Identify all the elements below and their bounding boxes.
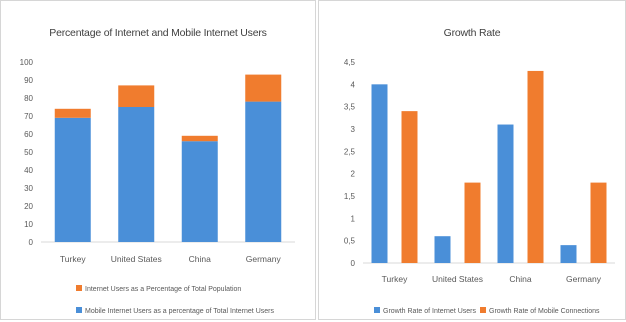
x-tick-label: United States	[111, 254, 162, 264]
x-tick-label: Turkey	[382, 274, 408, 284]
legend-label: Mobile Internet Users as a percentage of…	[85, 308, 274, 315]
x-tick-label: China	[509, 274, 531, 284]
y-tick-label: 10	[24, 220, 33, 229]
legend-swatch	[480, 307, 486, 313]
legend-swatch	[374, 307, 380, 313]
legend-swatch	[76, 285, 82, 291]
bar	[464, 182, 481, 263]
y-tick-label: 90	[24, 76, 33, 85]
y-tick-label: 40	[24, 166, 33, 175]
internet-users-chart: 0 10 20 30 40 50 60 70 80 90 100 Turkey United State…	[20, 58, 295, 315]
growth-rate-chart-panel: Growth Rate 0 0,5 1 1,5 2 2,5 3 3,5 4 4,5 Turkey Un…	[318, 0, 626, 320]
y-tick-label: 20	[24, 202, 33, 211]
bar	[527, 70, 544, 263]
y-tick-label: 3,5	[344, 103, 356, 112]
internet-users-chart-panel: Percentage of Internet and Mobile Intern…	[0, 0, 316, 320]
x-tick-label: United States	[432, 274, 483, 284]
bar	[560, 245, 577, 263]
y-tick-label: 1,5	[344, 192, 356, 201]
y-tick-label: 100	[20, 58, 34, 67]
bar	[434, 236, 451, 263]
y-tick-label: 0	[29, 238, 34, 247]
y-tick-label: 2,5	[344, 147, 356, 156]
y-tick-label: 1	[351, 214, 356, 223]
y-tick-label: 60	[24, 130, 33, 139]
bar	[54, 108, 91, 118]
growth-rate-chart: 0 0,5 1 1,5 2 2,5 3 3,5 4 4,5 Turkey United States C…	[344, 58, 615, 315]
legend-label: Internet Users as a Percentage of Total …	[85, 286, 241, 293]
bar	[118, 85, 155, 107]
y-tick-label: 4	[351, 80, 356, 89]
y-tick-label: 80	[24, 94, 33, 103]
bar	[118, 107, 155, 242]
chart-title: Percentage of Internet and Mobile Intern…	[49, 27, 267, 39]
y-tick-label: 4,5	[344, 58, 356, 67]
bar	[590, 182, 607, 263]
x-tick-label: Turkey	[60, 254, 86, 264]
legend-swatch	[76, 307, 82, 313]
x-tick-label: Germany	[246, 254, 282, 264]
y-tick-label: 3	[351, 125, 356, 134]
bar	[54, 117, 91, 242]
y-tick-label: 2	[351, 170, 356, 179]
legend-label: Growth Rate of Mobile Connections	[489, 308, 600, 315]
bar	[371, 84, 388, 263]
x-tick-label: Germany	[566, 274, 602, 284]
y-tick-label: 30	[24, 184, 33, 193]
y-tick-label: 70	[24, 112, 33, 121]
y-tick-label: 50	[24, 148, 33, 157]
y-tick-label: 0,5	[344, 237, 356, 246]
x-tick-label: China	[189, 254, 211, 264]
chart-title: Growth Rate	[443, 27, 501, 39]
bar	[245, 101, 282, 242]
bar	[401, 111, 418, 263]
legend-label: Growth Rate of Internet Users	[383, 308, 476, 315]
bar	[245, 74, 282, 102]
bar	[181, 135, 218, 142]
y-tick-label: 0	[351, 259, 356, 268]
bar	[497, 124, 514, 264]
bar	[181, 141, 218, 242]
